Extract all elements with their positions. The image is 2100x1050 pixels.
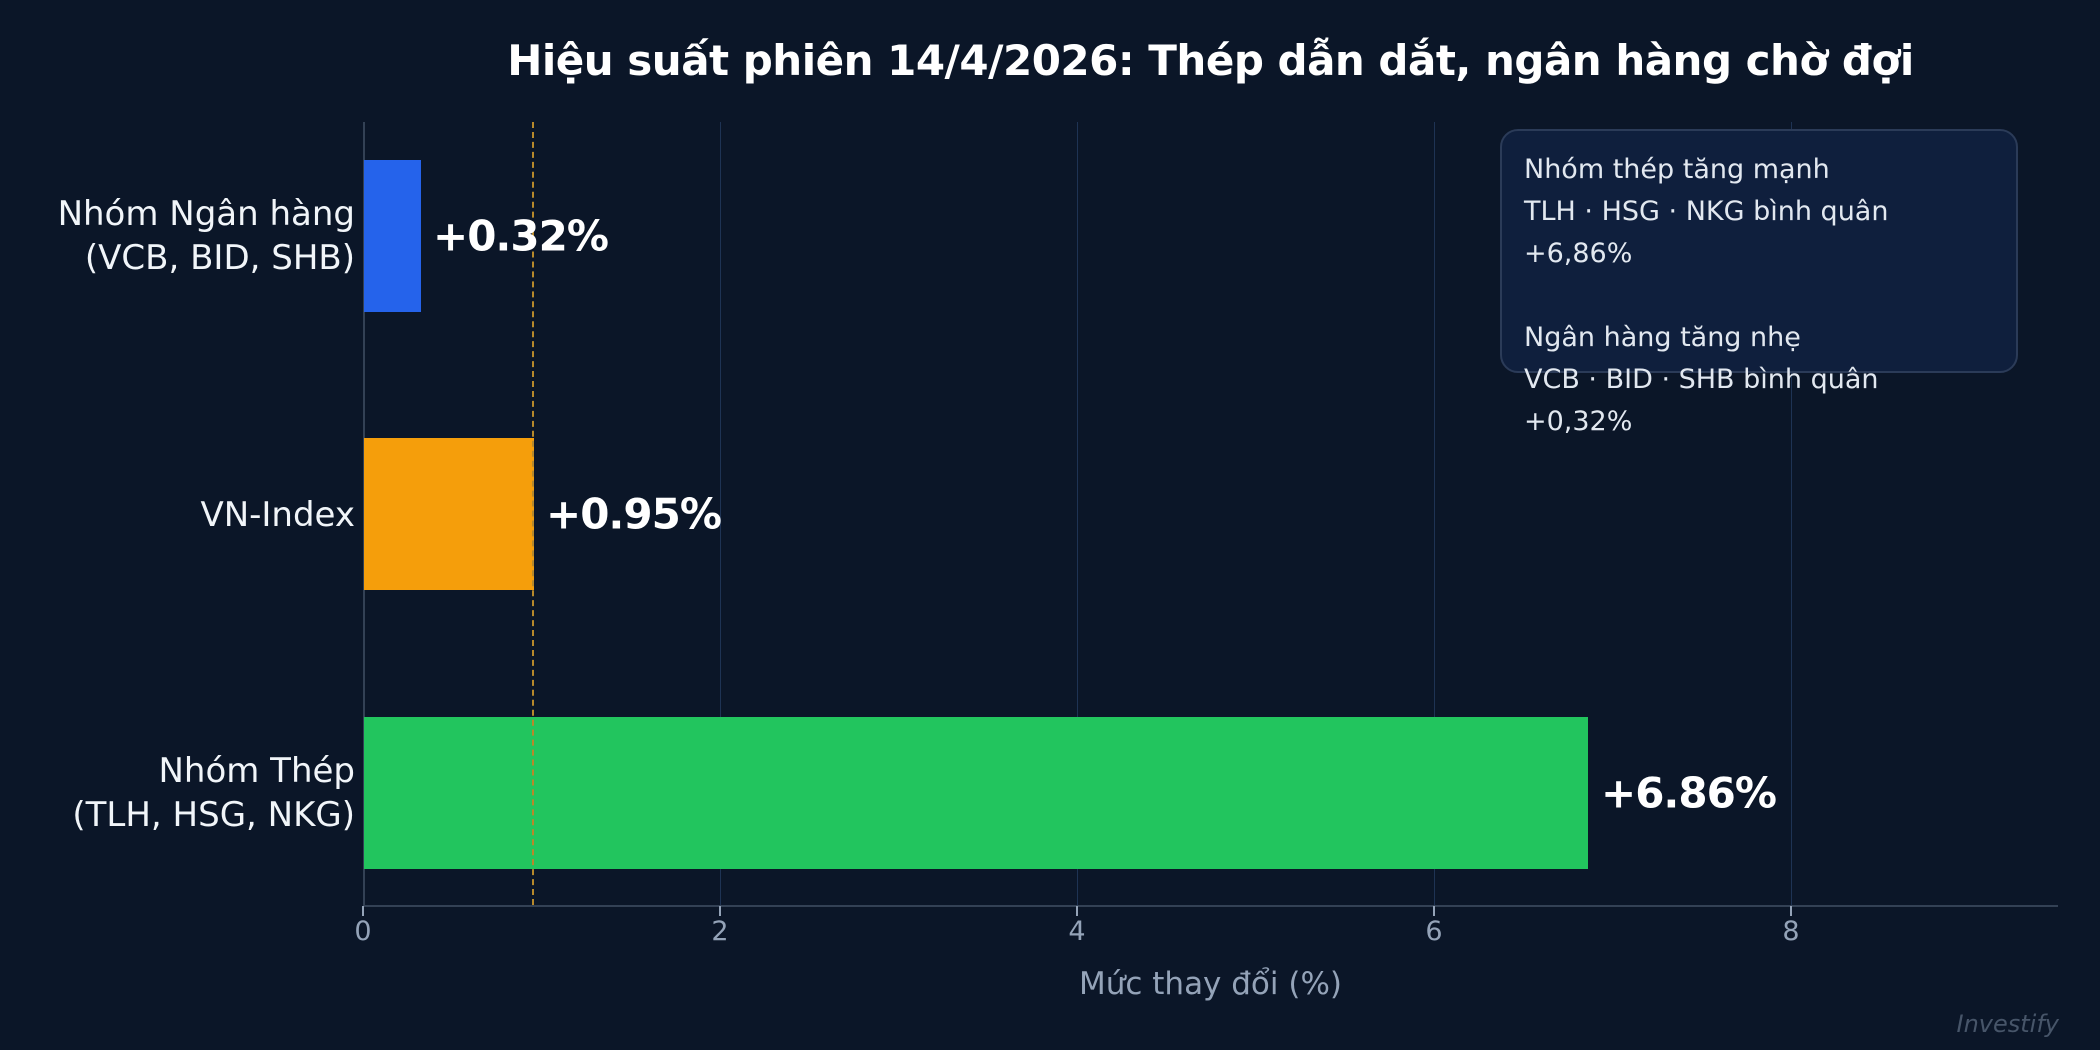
- bar-steel-group: [364, 717, 1588, 869]
- annotation-steel-heading: Nhóm thép tăng mạnh: [1524, 154, 1830, 185]
- category-label-line2: (TLH, HSG, NKG): [72, 795, 355, 835]
- gridline-4: [1077, 122, 1078, 905]
- watermark: Investify: [1956, 1010, 2060, 1038]
- x-tick: [1076, 906, 1078, 916]
- value-label-vn-index: +0.95%: [546, 489, 722, 539]
- x-tick-label: 0: [354, 916, 372, 947]
- x-tick: [1433, 906, 1435, 916]
- x-axis-title: Mức thay đổi (%): [1078, 966, 1343, 1002]
- annotation-bank-heading: Ngân hàng tăng nhẹ: [1524, 322, 1801, 353]
- category-label-steel: Nhóm Thép (TLH, HSG, NKG): [72, 749, 355, 837]
- category-label-line1: Nhóm Ngân hàng: [57, 194, 355, 234]
- x-axis-line: [363, 905, 2058, 907]
- gridline-6: [1434, 122, 1435, 905]
- annotation-spacer: [1524, 275, 1994, 317]
- x-tick-label: 2: [711, 916, 729, 947]
- gridline-2: [720, 122, 721, 905]
- x-tick: [719, 906, 721, 916]
- x-tick: [362, 906, 364, 916]
- gridline-8: [1791, 122, 1792, 905]
- x-tick-label: 6: [1425, 916, 1443, 947]
- annotation-steel-detail: TLH · HSG · NKG bình quân +6,86%: [1524, 196, 1889, 269]
- category-label-vn-index: VN-Index: [200, 493, 355, 537]
- category-label-line1: Nhóm Thép: [158, 751, 355, 791]
- x-tick-label: 8: [1782, 916, 1800, 947]
- chart-title: Hiệu suất phiên 14/4/2026: Thép dẫn dắt,…: [507, 36, 1914, 85]
- annotation-bank-detail: VCB · BID · SHB bình quân +0,32%: [1524, 364, 1879, 437]
- x-tick: [1790, 906, 1792, 916]
- value-label-steel: +6.86%: [1601, 768, 1777, 818]
- category-label-line2: (VCB, BID, SHB): [84, 238, 355, 278]
- plot-area: +0.32% +0.95% +6.86%: [363, 122, 2058, 907]
- vn-index-reference-line: [532, 122, 534, 905]
- bar-vn-index: [364, 438, 534, 590]
- x-tick-label: 4: [1068, 916, 1086, 947]
- category-label-line1: VN-Index: [200, 495, 355, 535]
- value-label-bank: +0.32%: [433, 211, 609, 261]
- annotation-box: Nhóm thép tăng mạnh TLH · HSG · NKG bình…: [1500, 129, 2018, 437]
- bar-bank-group: [364, 160, 421, 312]
- category-label-bank: Nhóm Ngân hàng (VCB, BID, SHB): [58, 192, 355, 280]
